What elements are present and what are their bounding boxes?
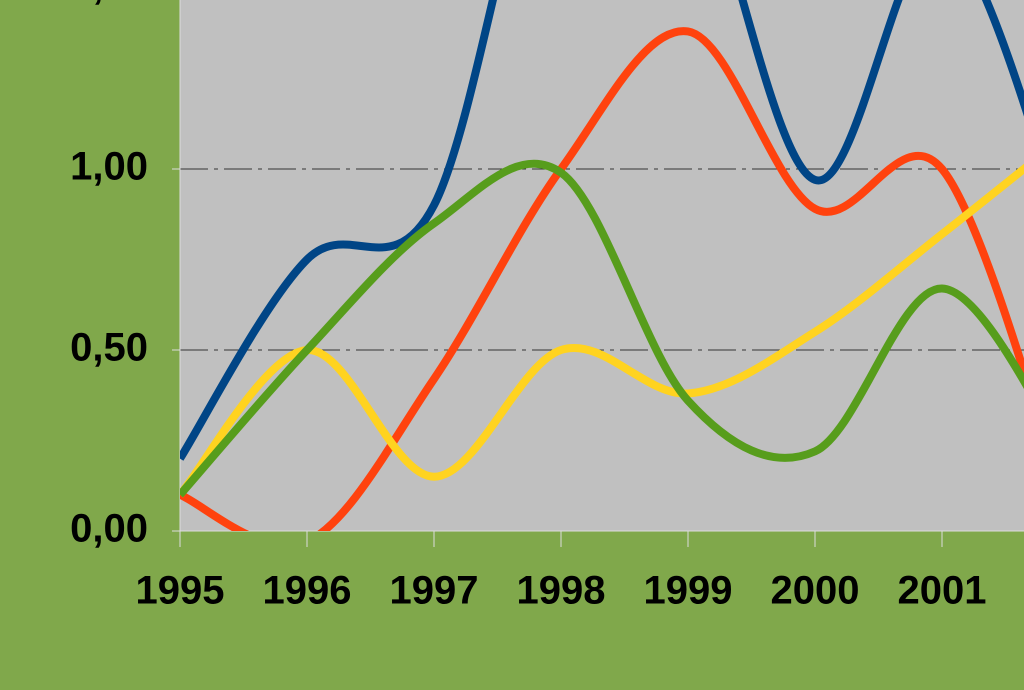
x-tick-label: 1998 [517, 569, 606, 613]
plot-lines [180, 0, 1024, 531]
y-tick-label: 0,00 [70, 507, 148, 551]
x-tick-label: 2000 [771, 569, 860, 613]
plot-area [180, 0, 1024, 531]
series-line [180, 159, 1024, 498]
y-tick-label: 1,00 [70, 145, 148, 189]
x-tick-label: 1999 [644, 569, 733, 613]
x-tick-label: 2001 [898, 569, 987, 613]
x-tick-label: 1996 [263, 569, 352, 613]
y-tick-label: 1,50 [70, 0, 148, 8]
x-tick-label: 1997 [390, 569, 479, 613]
x-tick-label: 1995 [136, 569, 225, 613]
series-line [180, 0, 1024, 461]
series-line [180, 27, 1024, 531]
y-tick-label: 0,50 [70, 326, 148, 370]
